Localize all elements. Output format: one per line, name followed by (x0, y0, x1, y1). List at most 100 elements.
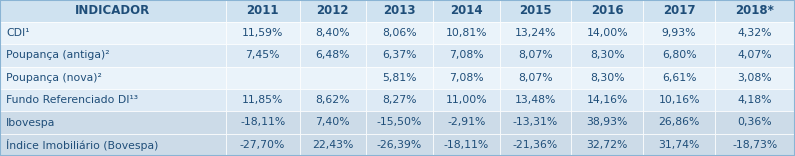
Text: -26,39%: -26,39% (377, 140, 422, 150)
Text: 11,00%: 11,00% (445, 95, 487, 105)
Bar (366, 111, 433, 134)
Text: 11,59%: 11,59% (242, 28, 283, 38)
Text: 2011: 2011 (246, 5, 279, 17)
Text: 0,36%: 0,36% (738, 117, 772, 127)
Bar (0, 0, 226, 22)
Text: Poupança (nova)²: Poupança (nova)² (6, 73, 102, 83)
Text: -21,36%: -21,36% (513, 140, 558, 150)
Bar (433, 134, 499, 156)
Bar (572, 44, 643, 67)
Bar (0, 67, 226, 89)
Bar (572, 134, 643, 156)
Bar (0, 111, 226, 134)
Text: -2,91%: -2,91% (447, 117, 486, 127)
Bar (0, 22, 226, 44)
Text: 14,16%: 14,16% (587, 95, 628, 105)
Bar (715, 89, 795, 111)
Text: 4,18%: 4,18% (738, 95, 772, 105)
Text: 38,93%: 38,93% (587, 117, 628, 127)
Text: 2018*: 2018* (735, 5, 774, 17)
Bar (300, 89, 366, 111)
Text: 8,07%: 8,07% (518, 51, 553, 61)
Text: 13,24%: 13,24% (515, 28, 556, 38)
Text: 10,81%: 10,81% (445, 28, 487, 38)
Bar (499, 44, 572, 67)
Text: 3,08%: 3,08% (738, 73, 772, 83)
Bar (0, 134, 226, 156)
Bar (366, 134, 433, 156)
Bar (499, 111, 572, 134)
Bar (715, 22, 795, 44)
Bar (572, 89, 643, 111)
Bar (226, 111, 300, 134)
Text: -18,11%: -18,11% (444, 140, 489, 150)
Bar (226, 44, 300, 67)
Bar (300, 22, 366, 44)
Text: 8,30%: 8,30% (590, 73, 625, 83)
Text: 7,45%: 7,45% (246, 51, 280, 61)
Bar (643, 134, 715, 156)
Bar (300, 111, 366, 134)
Bar (572, 22, 643, 44)
Text: 2015: 2015 (519, 5, 552, 17)
Text: 8,62%: 8,62% (316, 95, 350, 105)
Text: 9,93%: 9,93% (661, 28, 696, 38)
Text: 7,40%: 7,40% (316, 117, 350, 127)
Bar (643, 111, 715, 134)
Bar (226, 0, 300, 22)
Bar (643, 89, 715, 111)
Text: 13,48%: 13,48% (515, 95, 556, 105)
Bar (0, 89, 226, 111)
Text: 6,61%: 6,61% (661, 73, 696, 83)
Bar (366, 67, 433, 89)
Text: 4,32%: 4,32% (738, 28, 772, 38)
Text: 2013: 2013 (383, 5, 416, 17)
Text: Fundo Referenciado DI¹³: Fundo Referenciado DI¹³ (6, 95, 138, 105)
Text: 7,08%: 7,08% (449, 51, 483, 61)
Text: 8,07%: 8,07% (518, 73, 553, 83)
Text: 26,86%: 26,86% (658, 117, 700, 127)
Bar (433, 22, 499, 44)
Bar (572, 0, 643, 22)
Text: 2017: 2017 (663, 5, 696, 17)
Bar (499, 89, 572, 111)
Bar (433, 0, 499, 22)
Text: 8,40%: 8,40% (316, 28, 350, 38)
Text: 7,08%: 7,08% (449, 73, 483, 83)
Text: 5,81%: 5,81% (382, 73, 417, 83)
Text: 11,85%: 11,85% (242, 95, 283, 105)
Text: 14,00%: 14,00% (587, 28, 628, 38)
Bar (433, 67, 499, 89)
Text: 32,72%: 32,72% (587, 140, 628, 150)
Text: 6,80%: 6,80% (661, 51, 696, 61)
Text: -13,31%: -13,31% (513, 117, 558, 127)
Bar (433, 111, 499, 134)
Bar (433, 89, 499, 111)
Bar (0, 44, 226, 67)
Bar (300, 134, 366, 156)
Text: 22,43%: 22,43% (312, 140, 354, 150)
Text: 6,48%: 6,48% (316, 51, 350, 61)
Text: 31,74%: 31,74% (658, 140, 700, 150)
Bar (715, 111, 795, 134)
Text: 8,27%: 8,27% (382, 95, 417, 105)
Bar (643, 22, 715, 44)
Text: 2016: 2016 (591, 5, 623, 17)
Bar (226, 67, 300, 89)
Text: 8,30%: 8,30% (590, 51, 625, 61)
Bar (366, 0, 433, 22)
Bar (300, 67, 366, 89)
Text: Ibovespa: Ibovespa (6, 117, 56, 127)
Bar (300, 0, 366, 22)
Bar (226, 22, 300, 44)
Text: 8,06%: 8,06% (382, 28, 417, 38)
Bar (300, 44, 366, 67)
Bar (499, 0, 572, 22)
Text: -18,11%: -18,11% (240, 117, 285, 127)
Bar (499, 134, 572, 156)
Bar (572, 111, 643, 134)
Text: -27,70%: -27,70% (240, 140, 285, 150)
Bar (643, 0, 715, 22)
Bar (715, 0, 795, 22)
Bar (226, 89, 300, 111)
